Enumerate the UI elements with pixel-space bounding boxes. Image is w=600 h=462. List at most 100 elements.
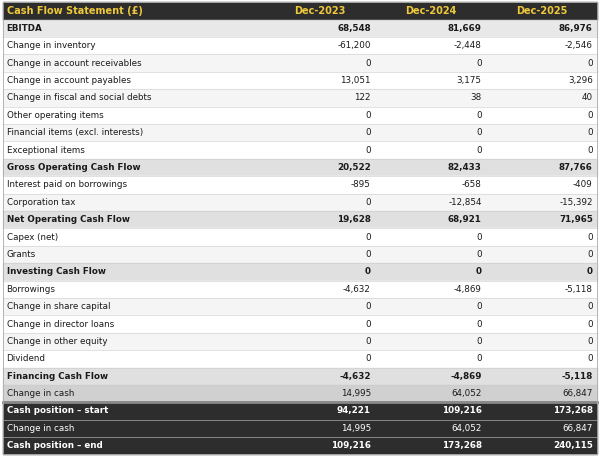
Text: 0: 0 xyxy=(476,302,482,311)
Text: 14,995: 14,995 xyxy=(341,424,371,433)
Text: 71,965: 71,965 xyxy=(559,215,593,224)
Text: Interest paid on borrowings: Interest paid on borrowings xyxy=(7,181,127,189)
Text: 0: 0 xyxy=(587,267,593,276)
Text: 81,669: 81,669 xyxy=(448,24,482,33)
Text: Cash Flow Statement (£): Cash Flow Statement (£) xyxy=(7,6,142,16)
Text: 3,175: 3,175 xyxy=(457,76,482,85)
Bar xyxy=(3,176,597,194)
Text: -15,392: -15,392 xyxy=(559,198,593,207)
Text: 0: 0 xyxy=(476,320,482,328)
Text: 0: 0 xyxy=(365,146,371,155)
Text: 109,216: 109,216 xyxy=(442,407,482,415)
Text: 0: 0 xyxy=(587,128,593,137)
Text: 0: 0 xyxy=(476,146,482,155)
Text: 0: 0 xyxy=(365,354,371,363)
Text: -12,854: -12,854 xyxy=(448,198,482,207)
Bar xyxy=(3,89,597,107)
Bar xyxy=(3,37,597,55)
Text: 0: 0 xyxy=(365,59,371,67)
Bar xyxy=(3,263,597,280)
Text: 0: 0 xyxy=(476,59,482,67)
Text: Change in cash: Change in cash xyxy=(7,389,74,398)
Text: 13,051: 13,051 xyxy=(340,76,371,85)
Text: 0: 0 xyxy=(587,250,593,259)
Text: 0: 0 xyxy=(476,250,482,259)
Text: 19,628: 19,628 xyxy=(337,215,371,224)
Text: 0: 0 xyxy=(476,267,482,276)
Text: 82,433: 82,433 xyxy=(448,163,482,172)
Text: 240,115: 240,115 xyxy=(553,441,593,450)
Text: EBITDA: EBITDA xyxy=(7,24,43,33)
Text: 20,522: 20,522 xyxy=(337,163,371,172)
Bar xyxy=(3,141,597,159)
Bar xyxy=(3,55,597,72)
Text: -5,118: -5,118 xyxy=(565,285,593,294)
Bar xyxy=(3,402,597,419)
Bar xyxy=(3,228,597,246)
Text: 0: 0 xyxy=(365,198,371,207)
Text: 122: 122 xyxy=(354,93,371,103)
Bar xyxy=(3,280,597,298)
Text: 64,052: 64,052 xyxy=(451,424,482,433)
Text: 14,995: 14,995 xyxy=(341,389,371,398)
Text: 0: 0 xyxy=(587,111,593,120)
Text: 64,052: 64,052 xyxy=(451,389,482,398)
Text: 0: 0 xyxy=(587,59,593,67)
Text: -2,448: -2,448 xyxy=(454,41,482,50)
Bar xyxy=(3,419,597,437)
Text: 0: 0 xyxy=(587,146,593,155)
Text: Other operating items: Other operating items xyxy=(7,111,103,120)
Text: 38: 38 xyxy=(470,93,482,103)
Text: 0: 0 xyxy=(476,128,482,137)
Text: Financial items (excl. interests): Financial items (excl. interests) xyxy=(7,128,143,137)
Bar xyxy=(3,107,597,124)
Text: 3,296: 3,296 xyxy=(568,76,593,85)
Text: 94,221: 94,221 xyxy=(337,407,371,415)
Text: Capex (net): Capex (net) xyxy=(7,232,58,242)
Text: Change in cash: Change in cash xyxy=(7,424,74,433)
Bar xyxy=(3,333,597,350)
Bar xyxy=(3,385,597,402)
Text: 173,268: 173,268 xyxy=(553,407,593,415)
Text: Exceptional items: Exceptional items xyxy=(7,146,85,155)
Text: Investing Cash Flow: Investing Cash Flow xyxy=(7,267,106,276)
Text: 0: 0 xyxy=(587,232,593,242)
Bar xyxy=(3,437,597,455)
Bar xyxy=(3,367,597,385)
Text: Change in account receivables: Change in account receivables xyxy=(7,59,141,67)
Text: 109,216: 109,216 xyxy=(331,441,371,450)
Text: Gross Operating Cash Flow: Gross Operating Cash Flow xyxy=(7,163,140,172)
Text: Dec-2024: Dec-2024 xyxy=(405,6,456,16)
Text: Dec-2023: Dec-2023 xyxy=(294,6,345,16)
Text: 68,548: 68,548 xyxy=(337,24,371,33)
Text: Change in account payables: Change in account payables xyxy=(7,76,131,85)
Text: 68,921: 68,921 xyxy=(448,215,482,224)
Bar xyxy=(3,211,597,228)
Text: 66,847: 66,847 xyxy=(562,389,593,398)
Text: Change in share capital: Change in share capital xyxy=(7,302,110,311)
Text: 0: 0 xyxy=(365,232,371,242)
Bar xyxy=(3,20,597,37)
Text: 0: 0 xyxy=(476,232,482,242)
Text: -61,200: -61,200 xyxy=(337,41,371,50)
Text: 0: 0 xyxy=(365,302,371,311)
Text: 0: 0 xyxy=(476,337,482,346)
Text: 87,766: 87,766 xyxy=(559,163,593,172)
Bar xyxy=(3,246,597,263)
Bar xyxy=(3,350,597,367)
Text: -895: -895 xyxy=(351,181,371,189)
Text: Cash position – start: Cash position – start xyxy=(7,407,108,415)
Text: -409: -409 xyxy=(573,181,593,189)
Text: Dec-2025: Dec-2025 xyxy=(516,6,567,16)
Text: Change in fiscal and social debts: Change in fiscal and social debts xyxy=(7,93,151,103)
Text: Change in inventory: Change in inventory xyxy=(7,41,95,50)
Text: 86,976: 86,976 xyxy=(559,24,593,33)
Text: 0: 0 xyxy=(587,302,593,311)
Text: Cash position – end: Cash position – end xyxy=(7,441,103,450)
Text: 0: 0 xyxy=(365,128,371,137)
Text: 0: 0 xyxy=(365,111,371,120)
Text: Net Operating Cash Flow: Net Operating Cash Flow xyxy=(7,215,130,224)
Text: -4,869: -4,869 xyxy=(454,285,482,294)
Text: -658: -658 xyxy=(462,181,482,189)
Text: 0: 0 xyxy=(476,111,482,120)
